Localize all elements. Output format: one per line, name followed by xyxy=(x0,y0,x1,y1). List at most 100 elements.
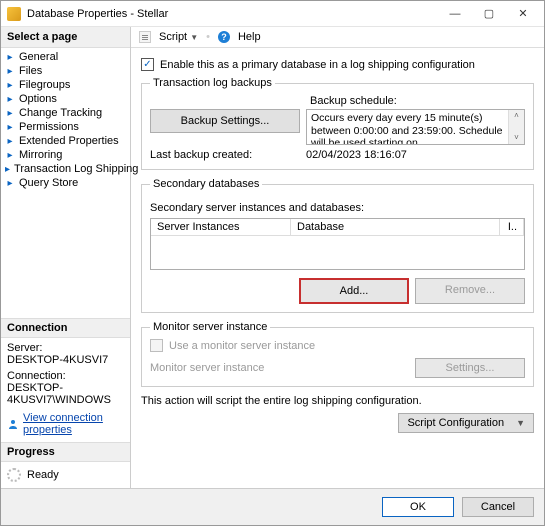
enable-primary-row: ✓ Enable this as a primary database in a… xyxy=(141,58,534,71)
secondary-instances-label: Secondary server instances and databases… xyxy=(150,202,525,214)
dialog-footer: OK Cancel xyxy=(1,488,544,525)
col-server-instances[interactable]: Server Instances xyxy=(151,219,291,235)
page-icon: ▸ xyxy=(5,164,10,175)
maximize-button[interactable]: ▢ xyxy=(472,3,506,25)
backup-schedule-box[interactable]: Occurs every day every 15 minute(s) betw… xyxy=(306,109,525,145)
window-title: Database Properties - Stellar xyxy=(27,8,438,20)
main-content: ✓ Enable this as a primary database in a… xyxy=(131,48,544,488)
window-buttons: — ▢ ✕ xyxy=(438,3,540,25)
transaction-log-backups-group: Transaction log backups Backup schedule:… xyxy=(141,77,534,170)
script-configuration-label: Script Configuration xyxy=(407,417,504,429)
sidebar-item-label: Query Store xyxy=(19,177,78,189)
connection-label: Connection: xyxy=(7,370,124,382)
progress-spinner-icon xyxy=(7,468,21,482)
window-body: Select a page ▸ General ▸ Files ▸Filegroup… xyxy=(1,27,544,488)
secondary-list[interactable]: Server Instances Database I.. xyxy=(150,218,525,270)
progress-heading: Progress xyxy=(1,443,130,462)
progress-status: Ready xyxy=(27,469,59,481)
monitor-legend: Monitor server instance xyxy=(150,321,270,333)
view-connection-properties-label: View connection properties xyxy=(23,412,124,436)
main-panel: Script ▼ • ? Help ✓ Enable this as a pri… xyxy=(131,27,544,488)
sidebar-item-query-store[interactable]: ▸ Query Store xyxy=(3,176,128,190)
backup-settings-button[interactable]: Backup Settings... xyxy=(150,109,300,133)
sidebar-item-transaction-log-shipping[interactable]: ▸Transaction Log Shipping xyxy=(3,162,128,176)
script-note: This action will script the entire log s… xyxy=(141,395,534,407)
sidebar-item-options[interactable]: ▸ Options xyxy=(3,92,128,106)
sidebar: Select a page ▸ General ▸ Files ▸Filegroup… xyxy=(1,27,131,488)
page-icon: ▸ xyxy=(5,94,15,105)
monitor-settings-button[interactable]: Settings... xyxy=(415,358,525,378)
cancel-button[interactable]: Cancel xyxy=(462,497,534,517)
schedule-scrollbar[interactable]: ˄˅ xyxy=(508,110,524,144)
main-toolbar: Script ▼ • ? Help xyxy=(131,27,544,48)
person-icon xyxy=(7,418,19,430)
sidebar-heading-select-page: Select a page xyxy=(1,27,130,48)
sidebar-item-label: Files xyxy=(19,65,42,77)
chevron-down-icon: ˅ xyxy=(514,132,519,144)
backup-schedule-text: Occurs every day every 15 minute(s) betw… xyxy=(311,112,508,145)
col-database[interactable]: Database xyxy=(291,219,500,235)
script-icon xyxy=(139,31,151,43)
sidebar-item-permissions[interactable]: ▸ Permissions xyxy=(3,120,128,134)
app-icon xyxy=(7,7,21,21)
script-label: Script xyxy=(159,31,187,43)
sidebar-item-files[interactable]: ▸ Files xyxy=(3,64,128,78)
page-icon: ▸ xyxy=(5,122,15,133)
check-icon: ✓ xyxy=(143,60,151,70)
close-button[interactable]: ✕ xyxy=(506,3,540,25)
sidebar-item-label: Options xyxy=(19,93,57,105)
last-backup-value: 02/04/2023 18:16:07 xyxy=(306,149,525,161)
sidebar-item-label: Extended Properties xyxy=(19,135,119,147)
page-icon: ▸ xyxy=(5,80,15,91)
ok-button[interactable]: OK xyxy=(382,497,454,517)
secondary-databases-group: Secondary databases Secondary server ins… xyxy=(141,178,534,313)
minimize-button[interactable]: — xyxy=(438,3,472,25)
monitor-server-label: Monitor server instance xyxy=(150,362,409,374)
secondary-list-header: Server Instances Database I.. xyxy=(151,219,524,236)
titlebar: Database Properties - Stellar — ▢ ✕ xyxy=(1,1,544,27)
page-icon: ▸ xyxy=(5,108,15,119)
page-icon: ▸ xyxy=(5,136,15,147)
sidebar-item-label: Permissions xyxy=(19,121,79,133)
progress-block: Progress Ready xyxy=(1,442,130,488)
col-extra[interactable]: I.. xyxy=(500,219,524,235)
server-value: DESKTOP-4KUSVI7 xyxy=(7,354,124,366)
sidebar-item-general[interactable]: ▸ General xyxy=(3,50,128,64)
script-dropdown[interactable]: Script ▼ xyxy=(159,31,198,43)
page-icon: ▸ xyxy=(5,66,15,77)
chevron-down-icon: ▼ xyxy=(190,33,198,42)
sidebar-item-label: Mirroring xyxy=(19,149,62,161)
sidebar-item-change-tracking[interactable]: ▸ Change Tracking xyxy=(3,106,128,120)
chevron-down-icon: ▼ xyxy=(516,418,525,428)
page-icon: ▸ xyxy=(5,52,15,63)
enable-primary-label: Enable this as a primary database in a l… xyxy=(160,59,475,71)
backup-schedule-label: Backup schedule: xyxy=(150,95,525,107)
connection-value: DESKTOP-4KUSVI7\WINDOWS xyxy=(7,382,124,406)
use-monitor-label: Use a monitor server instance xyxy=(169,340,315,352)
sidebar-pages: ▸ General ▸ Files ▸Filegroups ▸ Options ▸ Ch… xyxy=(1,48,130,194)
help-icon: ? xyxy=(218,31,230,43)
window: Database Properties - Stellar — ▢ ✕ Sele… xyxy=(0,0,545,526)
server-label: Server: xyxy=(7,342,124,354)
sidebar-item-label: Change Tracking xyxy=(19,107,102,119)
help-link[interactable]: Help xyxy=(238,31,261,43)
remove-button[interactable]: Remove... xyxy=(415,278,525,304)
page-icon: ▸ xyxy=(5,150,15,161)
chevron-up-icon: ˄ xyxy=(514,110,519,122)
page-icon: ▸ xyxy=(5,178,15,189)
sidebar-item-label: Transaction Log Shipping xyxy=(14,163,138,175)
script-configuration-button[interactable]: Script Configuration ▼ xyxy=(398,413,534,433)
sidebar-item-filegroups[interactable]: ▸Filegroups xyxy=(3,78,128,92)
enable-primary-checkbox[interactable]: ✓ xyxy=(141,58,154,71)
secondary-legend: Secondary databases xyxy=(150,178,262,190)
view-connection-properties-link[interactable]: View connection properties xyxy=(7,412,124,436)
tx-backups-legend: Transaction log backups xyxy=(150,77,275,89)
add-button[interactable]: Add... xyxy=(299,278,409,304)
connection-block: Connection Server: DESKTOP-4KUSVI7 Conne… xyxy=(1,318,130,442)
sidebar-item-mirroring[interactable]: ▸ Mirroring xyxy=(3,148,128,162)
sidebar-item-label: General xyxy=(19,51,58,63)
use-monitor-checkbox[interactable] xyxy=(150,339,163,352)
connection-heading: Connection xyxy=(1,319,130,338)
sidebar-item-extended-properties[interactable]: ▸ Extended Properties xyxy=(3,134,128,148)
last-backup-label: Last backup created: xyxy=(150,149,300,161)
